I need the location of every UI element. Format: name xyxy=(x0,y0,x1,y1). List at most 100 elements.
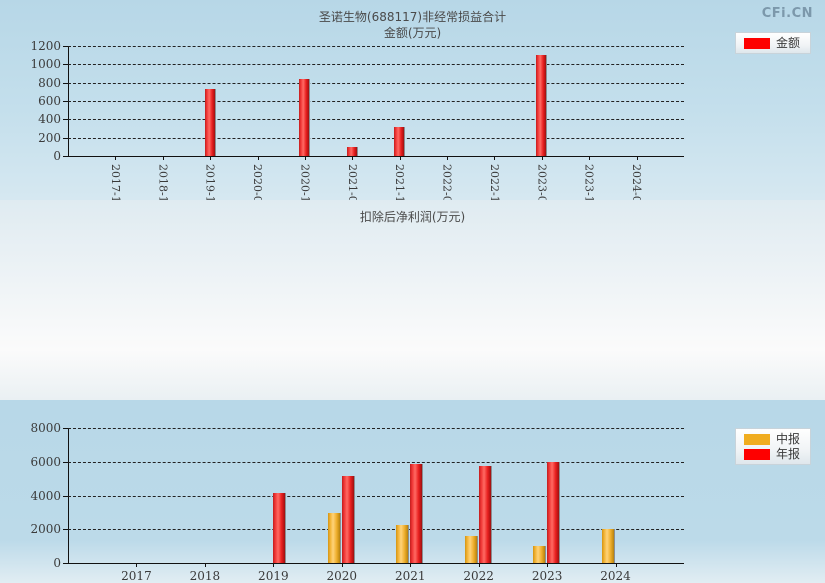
x-tick-label: 2022-06 xyxy=(440,164,454,210)
bar-金额-2023-06[interactable] xyxy=(536,55,548,156)
x-tick-label: 2017 xyxy=(121,569,152,583)
x-tick-mark xyxy=(636,156,638,160)
x-tick-mark xyxy=(478,563,480,567)
bar-中报-2022[interactable] xyxy=(464,536,478,563)
x-tick-label: 2021-12 xyxy=(393,164,407,210)
y-tick-mark xyxy=(63,82,68,84)
y-tick-label: 6000 xyxy=(30,454,61,469)
x-tick-label: 2018 xyxy=(189,569,221,583)
x-tick-label: 2021 xyxy=(394,569,426,583)
x-axis-top xyxy=(68,156,684,157)
bar-年报-2022[interactable] xyxy=(478,466,492,563)
y-tick-mark xyxy=(63,119,68,121)
x-tick-mark xyxy=(410,563,412,567)
x-tick-label: 2020-06 xyxy=(251,164,265,210)
y-tick-mark xyxy=(63,529,68,531)
y-tick-label: 200 xyxy=(38,130,61,145)
y-tick-label: 0 xyxy=(53,149,61,163)
legend-label: 年报 xyxy=(775,447,800,461)
x-tick-mark xyxy=(162,156,164,160)
x-tick-mark xyxy=(589,156,591,160)
bar-年报-2023[interactable] xyxy=(547,461,561,563)
gridline xyxy=(68,46,684,47)
y-tick-label: 400 xyxy=(38,112,61,127)
y-tick-mark xyxy=(63,64,68,66)
x-tick-mark xyxy=(399,156,401,160)
legend-label: 中报 xyxy=(775,432,800,446)
y-tick-label: 2000 xyxy=(30,522,61,537)
x-tick-label: 2019 xyxy=(258,569,289,583)
x-tick-label: 2017-12 xyxy=(108,164,122,210)
y-tick-label: 4000 xyxy=(30,488,61,503)
gridline xyxy=(68,137,684,139)
x-tick-mark xyxy=(547,563,549,567)
x-tick-label: 2023-06 xyxy=(535,164,549,210)
chart-title: 圣诺生物(688117)非经常损益合计 xyxy=(318,10,507,24)
legend-item-amount[interactable]: 金额 xyxy=(743,37,800,49)
chart-subtitle-bottom: 扣除后净利润(万元) xyxy=(359,210,466,224)
chart-panel-net-profit: 扣除后净利润(万元) 0 2000 4000 6000 8000 2017 2018 2019… xyxy=(0,200,825,583)
bar-金额-2019-12[interactable] xyxy=(204,89,216,156)
legend-bottom: 中报 年报 xyxy=(734,428,811,465)
x-tick-label: 2024 xyxy=(600,569,631,583)
y-tick-mark xyxy=(63,156,68,157)
plot-area-bottom: 0 2000 4000 6000 8000 2017 2018 2019 2020 2021 202… xyxy=(30,421,684,583)
plot-area-top: 0 200 400 600 800 1000 1200 2017-12 2018-12 2019-… xyxy=(30,39,684,210)
bar-中报-2024[interactable] xyxy=(601,529,615,563)
x-tick-mark xyxy=(615,563,617,567)
gridline xyxy=(68,82,684,84)
bar-中报-2021[interactable] xyxy=(396,524,410,563)
x-tick-label: 2021-06 xyxy=(345,164,359,210)
bar-中报-2020[interactable] xyxy=(327,513,341,563)
legend-item-interim[interactable]: 中报 xyxy=(743,432,800,446)
y-tick-mark xyxy=(63,428,68,429)
bar-金额-2021-12[interactable] xyxy=(394,126,406,156)
gridline xyxy=(68,461,684,463)
legend-top: 金额 xyxy=(734,32,811,54)
y-tick-label: 800 xyxy=(38,75,61,90)
chart-panel-nonrecurring: 圣诺生物(688117)非经常损益合计 金额(万元) CFi.CN 0 200 40… xyxy=(0,0,825,210)
bar-中报-2023[interactable] xyxy=(533,546,547,563)
bar-金额-2020-12[interactable] xyxy=(299,79,311,156)
bar-年报-2021[interactable] xyxy=(410,463,424,563)
y-tick-mark xyxy=(63,563,68,564)
x-tick-label: 2019-12 xyxy=(203,164,217,210)
x-tick-mark xyxy=(341,563,343,567)
x-tick-mark xyxy=(494,156,496,160)
legend-swatch-icon xyxy=(743,37,770,49)
x-tick-mark xyxy=(210,156,212,160)
y-tick-mark xyxy=(63,495,68,497)
gridline xyxy=(68,101,684,102)
x-tick-label: 2024-06 xyxy=(630,164,644,210)
x-tick-mark xyxy=(115,156,117,160)
x-tick-mark xyxy=(447,156,449,160)
gridline xyxy=(68,119,684,121)
y-tick-label: 600 xyxy=(38,94,61,108)
gridline xyxy=(68,529,684,531)
x-tick-label: 2023 xyxy=(531,569,563,583)
legend-item-annual[interactable]: 年报 xyxy=(743,447,800,461)
x-tick-label: 2018-12 xyxy=(156,164,170,210)
bar-年报-2019[interactable] xyxy=(273,493,287,563)
bar-年报-2020[interactable] xyxy=(341,476,355,563)
x-axis-bottom xyxy=(68,563,684,564)
x-tick-mark xyxy=(541,156,543,160)
x-tick-label: 2020 xyxy=(326,569,358,583)
y-tick-label: 1200 xyxy=(30,39,61,53)
y-tick-mark xyxy=(63,101,68,102)
y-tick-label: 8000 xyxy=(30,421,61,435)
x-tick-label: 2022 xyxy=(463,569,494,583)
x-tick-label: 2023-12 xyxy=(582,164,596,210)
x-tick-label: 2020-12 xyxy=(298,164,312,210)
bar-金额-2021-06[interactable] xyxy=(346,147,358,156)
y-tick-mark xyxy=(63,46,68,47)
gridline xyxy=(68,64,684,66)
gridline xyxy=(68,495,684,497)
legend-swatch-icon xyxy=(743,448,770,460)
y-tick-mark xyxy=(63,461,68,463)
y-tick-mark xyxy=(63,137,68,139)
watermark: CFi.CN xyxy=(761,6,813,21)
x-tick-mark xyxy=(257,156,259,160)
y-tick-label: 1000 xyxy=(30,57,61,72)
gridline xyxy=(68,428,684,429)
